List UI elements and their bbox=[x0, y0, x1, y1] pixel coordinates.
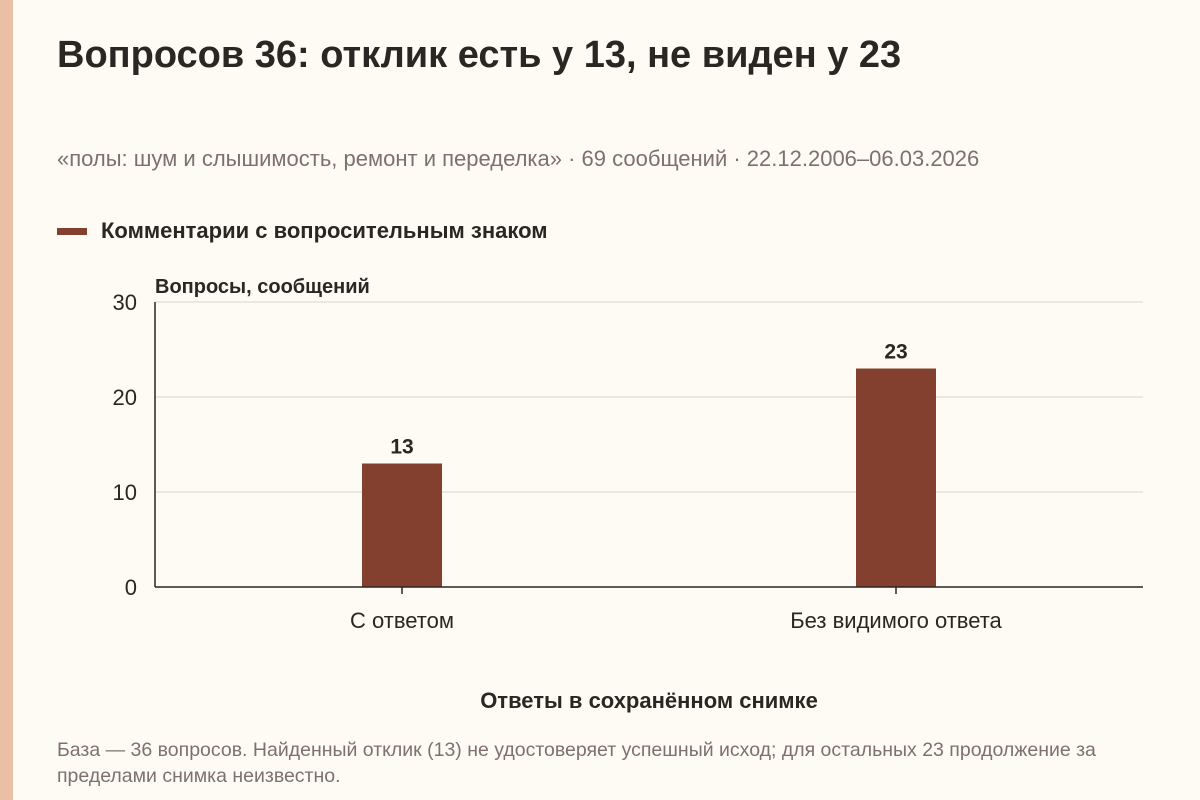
accent-strip bbox=[0, 0, 13, 800]
data-label: 13 bbox=[390, 436, 413, 459]
footnote: База — 36 вопросов. Найденный отклик (13… bbox=[57, 739, 1096, 787]
axes-layer: 0 10 20 30 С ответом Без видимого ответа bbox=[113, 290, 1143, 633]
bars-layer: 13 23 bbox=[362, 341, 936, 587]
x-tick-label: С ответом bbox=[350, 608, 454, 633]
legend-swatch bbox=[57, 227, 87, 235]
y-axis-title: Вопросы, сообщений bbox=[155, 276, 370, 298]
y-tick-label: 0 bbox=[125, 575, 137, 600]
data-label: 23 bbox=[884, 341, 907, 364]
x-tick-label: Без видимого ответа bbox=[790, 608, 1002, 633]
bar bbox=[856, 368, 936, 587]
legend-label: Комментарии с вопросительным знаком bbox=[101, 218, 548, 243]
y-tick-label: 30 bbox=[113, 290, 137, 315]
y-tick-label: 10 bbox=[113, 480, 137, 505]
legend: Комментарии с вопросительным знаком bbox=[57, 218, 548, 244]
chart-title: Вопросов 36: отклик есть у 13, не виден … bbox=[57, 34, 902, 76]
y-tick-label: 20 bbox=[113, 385, 137, 410]
grid-layer bbox=[155, 301, 1143, 493]
chart-subtitle: «полы: шум и слышимость, ремонт и переде… bbox=[57, 146, 980, 171]
bar bbox=[362, 463, 442, 587]
x-axis-title: Ответы в сохранённом снимке bbox=[480, 688, 818, 713]
